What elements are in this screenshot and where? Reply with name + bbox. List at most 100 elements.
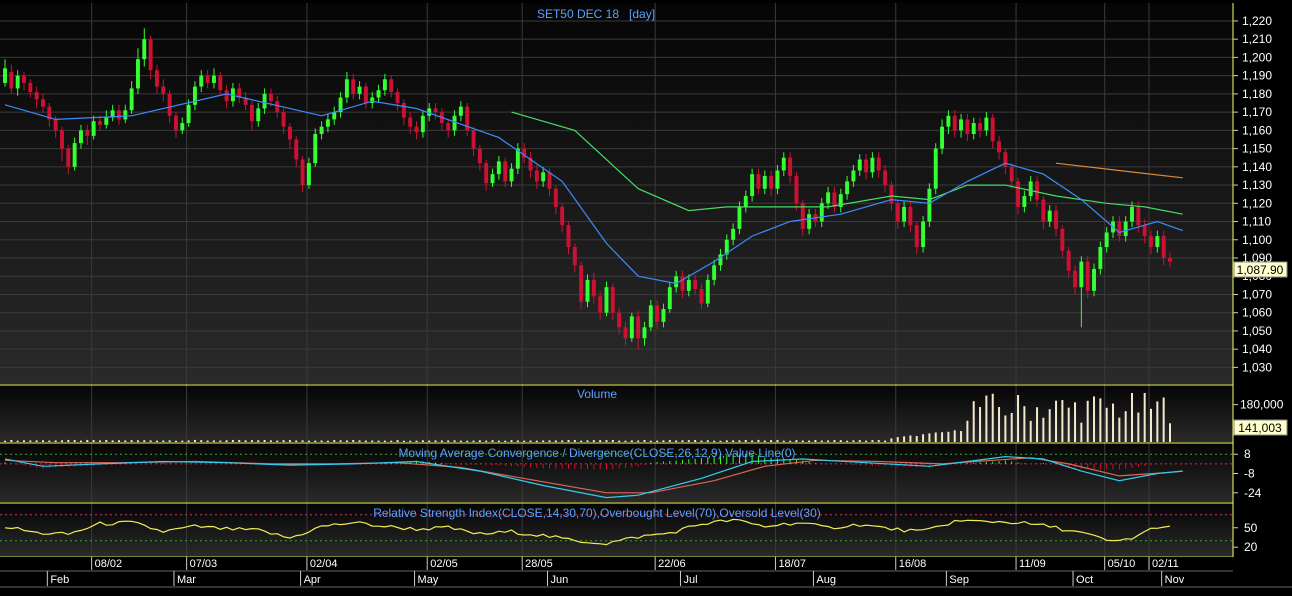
- volume-bar: [98, 440, 101, 442]
- volume-bar: [827, 440, 830, 442]
- volume-bar: [1093, 396, 1096, 442]
- candle-up: [1155, 236, 1160, 248]
- date-label: 05/10: [1108, 558, 1136, 570]
- candle-down: [41, 99, 45, 107]
- volume-bar: [1099, 398, 1102, 442]
- candle-down: [680, 276, 685, 291]
- candle-up: [971, 123, 976, 134]
- candle-down: [769, 175, 774, 189]
- volume-bar: [1124, 411, 1127, 442]
- volume-bar: [219, 440, 222, 442]
- price-tick-label: 1,170: [1242, 105, 1272, 119]
- volume-bar: [54, 440, 57, 442]
- volume-bar: [231, 439, 234, 442]
- candle-down: [566, 225, 571, 248]
- price-tick-label: 1,200: [1242, 50, 1272, 64]
- date-label: 08/02: [95, 558, 123, 570]
- volume-bar: [1150, 408, 1153, 442]
- volume-bar: [808, 440, 811, 442]
- candle-up: [661, 309, 666, 322]
- candle-up: [940, 126, 945, 149]
- candle-down: [997, 141, 1002, 153]
- volume-bar: [434, 440, 437, 442]
- volume-bar: [890, 438, 893, 442]
- candle-down: [98, 121, 102, 125]
- candle-up: [515, 148, 520, 169]
- volume-bar: [1067, 407, 1070, 442]
- volume-bar: [29, 440, 32, 442]
- volume-bar: [409, 440, 412, 442]
- date-label: 28/05: [525, 558, 553, 570]
- volume-bar: [200, 440, 203, 442]
- price-tick-label: 1,220: [1242, 14, 1272, 28]
- volume-bar: [738, 440, 741, 442]
- volume-bar: [1029, 420, 1032, 442]
- candle-up: [674, 276, 679, 288]
- volume-bar: [124, 440, 127, 442]
- candle-down: [1003, 152, 1008, 167]
- price-panel[interactable]: [0, 3, 1233, 384]
- candle-up: [306, 163, 311, 186]
- candle-down: [832, 192, 837, 207]
- candle-down: [794, 175, 799, 204]
- volume-bar: [618, 440, 621, 442]
- candle-up: [256, 108, 261, 122]
- volume-bar: [1004, 415, 1007, 442]
- volume-bar: [421, 440, 424, 442]
- volume-bar: [181, 440, 184, 442]
- volume-bar: [719, 440, 722, 442]
- volume-bar: [668, 440, 671, 442]
- rsi-line: [4, 518, 1171, 546]
- candle-up: [91, 121, 96, 136]
- volume-bar: [1061, 400, 1064, 442]
- volume-bar: [174, 440, 177, 442]
- volume-bar: [478, 440, 481, 442]
- candle-down: [1073, 270, 1077, 288]
- volume-bar: [1156, 401, 1159, 442]
- candle-up: [123, 110, 128, 120]
- candle-down: [218, 75, 223, 91]
- candle-up: [370, 97, 375, 103]
- rsi-tick-label: 20: [1244, 540, 1258, 554]
- candle-up: [490, 174, 495, 184]
- volume-bar: [656, 440, 659, 442]
- volume-bar: [928, 433, 931, 442]
- candle-down: [205, 75, 210, 83]
- candle-up: [731, 228, 736, 240]
- volume-bar: [592, 440, 595, 442]
- volume-bar: [953, 430, 956, 442]
- volume-bar: [922, 434, 925, 442]
- volume-bar: [143, 440, 146, 442]
- volume-bar: [516, 440, 519, 442]
- candle-up: [743, 196, 748, 207]
- candle-down: [889, 185, 894, 204]
- candle-up: [838, 194, 843, 207]
- month-label: Aug: [816, 574, 836, 586]
- candle-down: [167, 93, 172, 116]
- candle-up: [750, 174, 755, 196]
- candle-up: [541, 172, 546, 182]
- candle-down: [1161, 236, 1166, 258]
- volume-bar: [377, 440, 380, 442]
- candle-down: [275, 101, 280, 113]
- volume-bar: [383, 440, 386, 442]
- slow-moving-average-line: [511, 111, 1183, 215]
- volume-bar: [941, 432, 944, 442]
- candle-down: [895, 203, 900, 222]
- volume-panel[interactable]: [0, 386, 1233, 442]
- volume-bar: [599, 440, 602, 442]
- last-volume-badge: [1233, 419, 1288, 436]
- price-tick-label: 1,210: [1242, 32, 1272, 46]
- candle-up: [933, 148, 938, 189]
- volume-bar: [67, 439, 70, 442]
- volume-bar: [839, 440, 842, 442]
- candle-down: [952, 115, 957, 131]
- price-tick-label: 1,110: [1242, 215, 1271, 229]
- volume-bar: [225, 440, 228, 442]
- candle-up: [357, 86, 362, 94]
- volume-bar: [149, 440, 152, 442]
- volume-bar: [1080, 422, 1083, 442]
- volume-bar: [1105, 407, 1108, 442]
- rsi-panel[interactable]: [0, 504, 1233, 556]
